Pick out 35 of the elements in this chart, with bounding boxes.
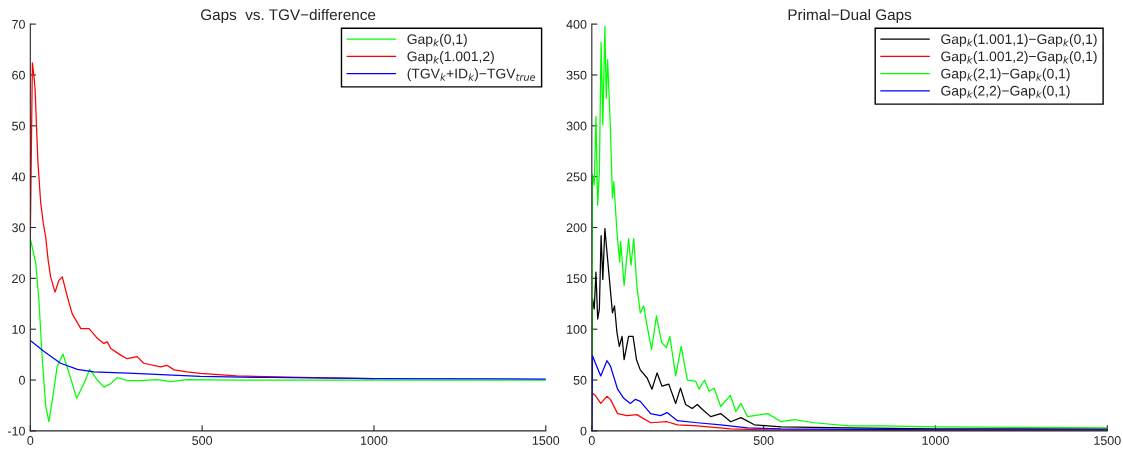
legend-label: Gap$_{k}$(1.001,2)−Gap$_{k}$(0,1) [941,51,1097,65]
legend-label: Gap$_{k}$(2,1)−Gap$_{k}$(0,1) [941,68,1070,82]
legend-label: Gap$_{k}$(1.001,1)−Gap$_{k}$(0,1) [941,33,1097,47]
y-tick-label: 300 [566,121,587,131]
chart-title: Primal−Dual Gaps [788,8,912,24]
x-tick-label: 1500 [1094,436,1121,445]
y-tick-label: 100 [567,324,587,334]
x-tick-label: 1500 [532,436,560,445]
x-tick-label: 0 [588,436,595,445]
legend-label: Gap$_{k}$(0,1) [407,33,467,47]
y-tick-label: 250 [566,172,587,182]
y-tick-label: 10 [12,324,25,334]
y-tick-label: 20 [12,274,25,283]
y-tick-label: 400 [566,19,587,29]
y-tick-label: 70 [12,19,25,29]
x-tick-label: 500 [192,436,213,445]
y-tick-label: 30 [12,223,25,233]
y-tick-label: 150 [567,274,587,283]
legend-label: Gap$_{k}$(1.001,2) [407,51,494,65]
y-tick-label: 40 [11,172,25,182]
x-tick-label: 1000 [361,436,388,445]
x-tick-label: 1000 [922,436,949,445]
y-tick-label: 0 [580,426,587,436]
y-tick-label: 50 [573,375,587,385]
y-tick-label: 0 [19,375,25,385]
chart-title: Gaps vs. TGV−difference [200,8,376,24]
y-tick-label: 350 [566,70,587,80]
y-tick-label: 50 [12,121,25,131]
legend-label: Gap$_{k}$(2,2)−Gap$_{k}$(0,1) [941,85,1070,99]
y-tick-label: -10 [7,426,25,436]
legend-label: (TGV$_{k}$+ID$_{k}$)−TGV$_{true}$ [407,68,536,82]
y-tick-label: 60 [12,70,25,80]
x-tick-label: 500 [753,436,774,445]
x-tick-label: 0 [27,436,34,445]
y-tick-label: 200 [566,223,587,233]
